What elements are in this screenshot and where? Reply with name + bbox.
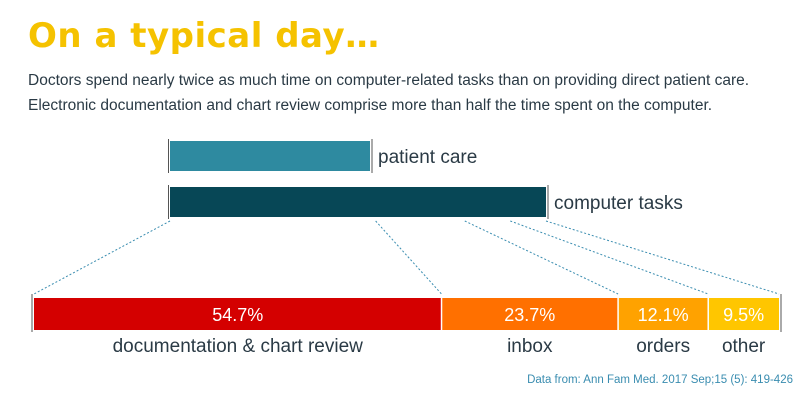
- segment-percent: 12.1%: [638, 305, 689, 325]
- subtitle-line-1: Doctors spend nearly twice as much time …: [28, 72, 750, 89]
- segment-percent: 23.7%: [504, 305, 555, 325]
- connector-line: [375, 220, 442, 295]
- segment-4: [708, 298, 779, 330]
- segment-percent: 9.5%: [723, 305, 764, 325]
- segment-label: orders: [636, 336, 690, 357]
- connector-line: [510, 220, 709, 295]
- segment-label: other: [722, 336, 766, 357]
- segment-percent: 54.7%: [212, 305, 263, 325]
- bar-label: computer tasks: [554, 193, 683, 214]
- connector-line: [464, 220, 619, 295]
- page-title: On a typical day…: [28, 16, 380, 56]
- source-note: Data from: Ann Fam Med. 2017 Sep;15 (5):…: [527, 374, 793, 386]
- bar-computer-tasks: [170, 187, 546, 217]
- bar-patient-care: [170, 141, 370, 171]
- connector-line: [33, 220, 171, 295]
- segment-1: [34, 298, 442, 330]
- segment-label: documentation & chart review: [113, 336, 364, 357]
- segment-label: inbox: [507, 336, 553, 357]
- subtitle: Doctors spend nearly twice as much time …: [28, 68, 808, 118]
- connector-line: [545, 220, 780, 295]
- bar-label: patient care: [378, 147, 477, 168]
- segment-2: [441, 298, 619, 330]
- subtitle-line-2: Electronic documentation and chart revie…: [28, 97, 713, 114]
- segment-3: [618, 298, 709, 330]
